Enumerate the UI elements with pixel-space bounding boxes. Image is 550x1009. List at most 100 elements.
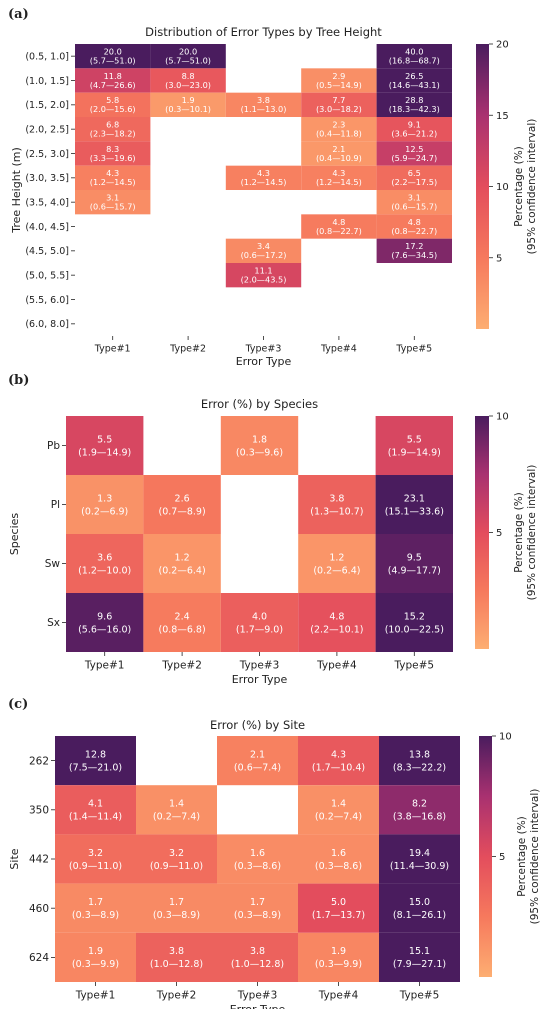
heatmap-site: (c) Error (%) by Site 12.8 (7.5—21.0) 2.1 (0.… bbox=[8, 697, 541, 1009]
heatmap-cell bbox=[55, 834, 136, 884]
heatmap-cell bbox=[55, 736, 136, 786]
cell-ci-label: (5.9—24.7) bbox=[391, 153, 437, 163]
cell-ci-label: (3.6—21.2) bbox=[391, 129, 437, 139]
heatmap-cell bbox=[75, 190, 151, 215]
chart-title: Distribution of Error Types by Tree Heig… bbox=[145, 25, 382, 39]
heatmap-cell bbox=[55, 883, 136, 933]
cell-ci-label: (1.3—10.7) bbox=[310, 506, 363, 517]
cell-ci-label: (2.0—15.6) bbox=[90, 104, 136, 114]
cell-ci-label: (0.3—9.9) bbox=[315, 959, 362, 970]
heatmap-cell bbox=[143, 593, 221, 652]
y-axis-label: Tree Height (m) bbox=[10, 147, 23, 234]
heatmap-cell bbox=[298, 534, 376, 593]
cell-value-label: 1.7 bbox=[88, 897, 103, 908]
cell-ci-label: (16.8—68.7) bbox=[389, 56, 440, 66]
cell-ci-label: (0.5—14.9) bbox=[316, 80, 362, 90]
cell-value-label: 4.3 bbox=[106, 168, 119, 178]
cell-ci-label: (0.4—10.9) bbox=[316, 153, 362, 163]
heatmap-cell bbox=[220, 593, 299, 652]
heatmap-cell bbox=[298, 593, 376, 652]
cell-value-label: 6.8 bbox=[106, 120, 119, 130]
y-tick-label: (1.0, 1.5] bbox=[25, 76, 69, 87]
heatmap-cell bbox=[136, 785, 217, 835]
cell-value-label: 4.8 bbox=[332, 217, 345, 227]
heatmap-cell bbox=[376, 214, 452, 239]
cell-ci-label: (2.2—17.5) bbox=[391, 177, 437, 187]
heatmap-cell bbox=[217, 736, 298, 786]
cell-ci-label: (1.2—14.5) bbox=[316, 177, 362, 187]
cell-ci-label: (0.3—8.9) bbox=[153, 910, 200, 921]
heatmap-cell bbox=[66, 475, 144, 534]
colorbar-tick-label: 10 bbox=[499, 732, 512, 743]
heatmap-cell bbox=[143, 475, 221, 534]
heatmap-cell bbox=[75, 141, 151, 166]
cell-value-label: 15.2 bbox=[404, 611, 425, 622]
cell-ci-label: (0.2—7.4) bbox=[153, 812, 200, 823]
cell-value-label: 1.7 bbox=[169, 897, 184, 908]
heatmap-cell bbox=[298, 883, 379, 933]
colorbar-tick-label: 5 bbox=[496, 253, 502, 264]
cell-ci-label: (0.2—6.9) bbox=[81, 506, 128, 517]
panel-label: (c) bbox=[8, 697, 28, 712]
cell-ci-label: (0.6—15.7) bbox=[90, 202, 136, 212]
cell-ci-label: (0.3—9.9) bbox=[72, 959, 119, 970]
heatmap-cell bbox=[217, 883, 298, 933]
cell-ci-label: (1.2—14.5) bbox=[241, 177, 287, 187]
cell-ci-label: (1.7—10.4) bbox=[312, 762, 365, 773]
x-tick-label: Type#3 bbox=[245, 344, 282, 355]
heatmap-cell bbox=[379, 834, 460, 884]
colorbar-tick-label: 15 bbox=[496, 111, 509, 122]
cell-value-label: 2.1 bbox=[332, 144, 345, 154]
x-tick-label: Type#3 bbox=[237, 990, 278, 1002]
colorbar bbox=[476, 44, 489, 329]
cell-value-label: 4.3 bbox=[331, 749, 346, 760]
cell-ci-label: (11.4—30.9) bbox=[390, 861, 449, 872]
cell-value-label: 11.1 bbox=[254, 266, 272, 276]
cell-value-label: 4.0 bbox=[252, 611, 267, 622]
cell-value-label: 26.5 bbox=[405, 71, 423, 81]
x-tick-label: Type#4 bbox=[316, 660, 357, 672]
cell-value-label: 2.3 bbox=[332, 120, 345, 130]
cell-ci-label: (2.2—10.1) bbox=[310, 624, 363, 635]
cell-ci-label: (1.7—9.0) bbox=[236, 624, 283, 635]
colorbar-tick-label: 5 bbox=[496, 528, 502, 539]
heatmap-cell bbox=[376, 68, 452, 93]
heatmap-cell bbox=[379, 932, 460, 982]
cell-ci-label: (0.8—22.7) bbox=[391, 226, 437, 236]
chart-title: Error (%) by Species bbox=[201, 397, 318, 411]
y-tick-label: Sx bbox=[47, 617, 60, 629]
heatmap-cell bbox=[298, 932, 379, 982]
y-tick-label: (2.5, 3.0] bbox=[25, 149, 69, 160]
cell-ci-label: (7.9—27.1) bbox=[393, 959, 446, 970]
heatmap-cell bbox=[376, 117, 452, 142]
cell-ci-label: (0.9—11.0) bbox=[69, 861, 122, 872]
x-tick-label: Type#3 bbox=[239, 660, 280, 672]
cell-value-label: 1.2 bbox=[175, 552, 190, 563]
cell-ci-label: (15.1—33.6) bbox=[385, 506, 444, 517]
cell-ci-label: (1.4—11.4) bbox=[69, 812, 122, 823]
heatmap-cell bbox=[225, 165, 302, 190]
cell-value-label: 3.1 bbox=[408, 193, 421, 203]
cell-value-label: 23.1 bbox=[404, 493, 425, 504]
cell-value-label: 13.8 bbox=[409, 749, 430, 760]
chart-title: Error (%) by Site bbox=[210, 718, 305, 732]
cell-ci-label: (7.6—34.5) bbox=[391, 250, 437, 260]
cell-ci-label: (0.4—11.8) bbox=[316, 129, 362, 139]
cell-value-label: 1.4 bbox=[169, 799, 184, 810]
x-tick-label: Type#5 bbox=[399, 990, 440, 1002]
heatmap-cell bbox=[376, 44, 452, 69]
x-tick-label: Type#1 bbox=[75, 990, 116, 1002]
cell-value-label: 4.8 bbox=[408, 217, 421, 227]
heatmap-cell bbox=[75, 92, 151, 117]
cell-ci-label: (8.3—22.2) bbox=[393, 762, 446, 773]
cell-value-label: 8.8 bbox=[182, 71, 195, 81]
cell-value-label: 28.8 bbox=[405, 95, 423, 105]
cell-value-label: 4.3 bbox=[257, 168, 270, 178]
cell-ci-label: (1.0—12.8) bbox=[231, 959, 284, 970]
cell-value-label: 1.6 bbox=[250, 848, 265, 859]
cell-ci-label: (0.3—8.6) bbox=[315, 861, 362, 872]
cell-ci-label: (0.9—11.0) bbox=[150, 861, 203, 872]
cell-value-label: 5.5 bbox=[97, 434, 112, 445]
cell-value-label: 1.2 bbox=[329, 552, 344, 563]
